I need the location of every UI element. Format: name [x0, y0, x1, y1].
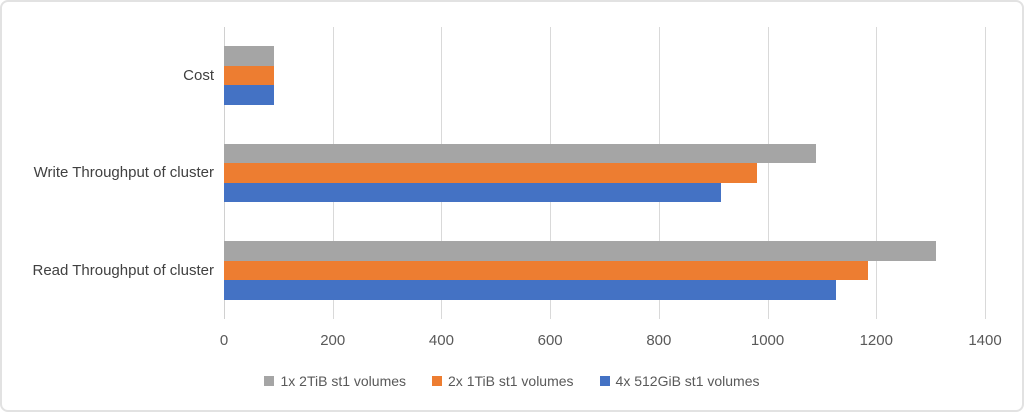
- bar: [224, 65, 274, 86]
- x-tick-label: 1200: [859, 332, 893, 349]
- bar: [224, 46, 274, 66]
- legend-item: 1x 2TiB st1 volumes: [264, 373, 406, 389]
- x-axis: 0 200 400 600 800 1000 1200 1400: [220, 332, 1002, 352]
- legend-item: 4x 512GiB st1 volumes: [599, 373, 760, 389]
- x-tick-label: 800: [646, 332, 672, 349]
- x-tick-label: 400: [428, 332, 454, 349]
- bar: [224, 260, 869, 281]
- legend: 1x 2TiB st1 volumes 2x 1TiB st1 volumes 4x…: [2, 368, 1022, 394]
- bar: [224, 163, 757, 183]
- category-label: Cost: [183, 67, 214, 85]
- bar: [224, 143, 817, 164]
- legend-item: 2x 1TiB st1 volumes: [432, 373, 574, 389]
- y-axis: Cost Write Throughput of cluster Read Thro…: [2, 27, 214, 319]
- bar: [224, 182, 722, 203]
- legend-marker-icon: [264, 376, 275, 386]
- bar: [224, 280, 836, 300]
- gridline: [767, 27, 769, 319]
- category-label: Read Throughput of cluster: [32, 261, 214, 279]
- x-tick-label: 1000: [750, 332, 785, 349]
- legend-marker-icon: [432, 376, 443, 386]
- legend-label: 1x 2TiB st1 volumes: [280, 373, 407, 389]
- plot-area: [224, 27, 986, 319]
- x-tick-label: 0: [219, 332, 229, 349]
- legend-marker-icon: [599, 376, 610, 386]
- bar: [224, 85, 274, 105]
- legend-label: 2x 1TiB st1 volumes: [448, 373, 574, 389]
- x-tick-label: 200: [320, 332, 346, 349]
- x-tick-label: 600: [537, 332, 563, 349]
- legend-label: 4x 512GiB st1 volumes: [615, 373, 760, 389]
- bar: [224, 241, 937, 261]
- gridline: [985, 27, 986, 319]
- gridline: [876, 27, 878, 319]
- category-label: Write Throughput of cluster: [33, 164, 214, 182]
- x-tick-label: 1400: [968, 332, 1002, 349]
